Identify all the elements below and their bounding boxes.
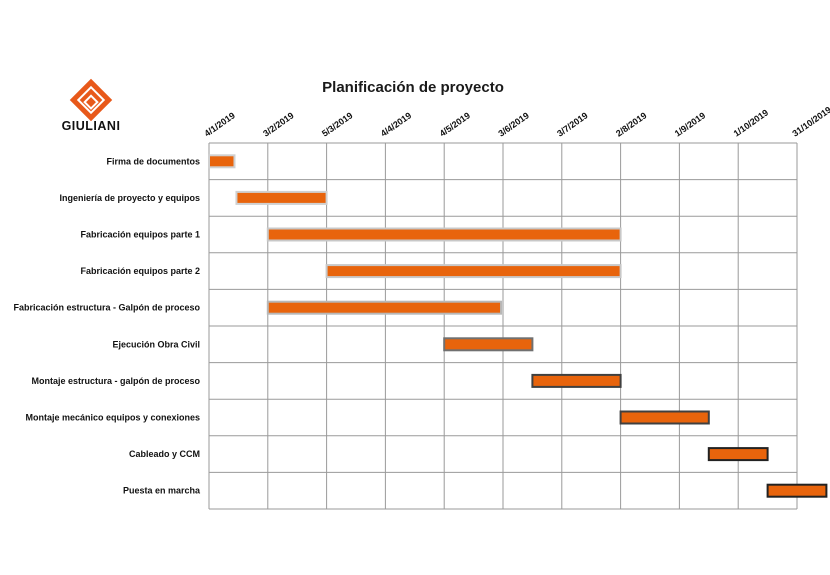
- x-tick-label: 4/5/2019: [438, 110, 472, 138]
- task-label: Firma de documentos: [106, 156, 200, 166]
- giuliani-logo: GIULIANI: [62, 78, 121, 133]
- x-tick-label: 1/9/2019: [673, 110, 707, 138]
- chart-title: Planificación de proyecto: [322, 79, 504, 96]
- x-tick-label: 31/10/2019: [790, 105, 830, 139]
- task-bar: [766, 483, 828, 498]
- logo-wordmark: GIULIANI: [62, 119, 121, 133]
- task-label: Fabricación equipos parte 2: [80, 266, 200, 276]
- x-tick-label: 4/1/2019: [202, 110, 236, 138]
- task-bars: [208, 154, 828, 498]
- x-tick-label: 1/10/2019: [732, 107, 771, 138]
- task-label: Fabricación estructura - Galpón de proce…: [13, 303, 200, 313]
- task-label: Ejecución Obra Civil: [112, 339, 200, 349]
- x-tick-label: 3/2/2019: [261, 110, 295, 138]
- task-bar: [619, 410, 710, 425]
- task-bar: [266, 300, 503, 315]
- x-tick-label: 3/6/2019: [496, 110, 530, 138]
- task-bar: [531, 373, 622, 388]
- x-axis-ticks: 4/1/2019 3/2/2019 5/3/2019 4/4/2019 4/5/2019…: [202, 105, 830, 139]
- task-label: Puesta en marcha: [123, 486, 201, 496]
- task-label: Cableado y CCM: [129, 449, 200, 459]
- task-bar: [266, 227, 622, 242]
- task-bar: [707, 447, 769, 462]
- task-labels: Firma de documentos Ingeniería de proyect…: [13, 156, 201, 495]
- task-bar: [325, 264, 622, 279]
- x-tick-label: 2/8/2019: [614, 110, 648, 138]
- task-label: Fabricación equipos parte 1: [80, 230, 200, 240]
- task-label: Montaje estructura - galpón de proceso: [31, 376, 200, 386]
- task-label: Ingeniería de proyecto y equipos: [59, 193, 200, 203]
- x-tick-label: 5/3/2019: [320, 110, 354, 138]
- diamond-logo-icon: [69, 78, 113, 122]
- x-tick-label: 3/7/2019: [555, 110, 589, 138]
- task-bar: [208, 154, 236, 169]
- task-bar: [443, 337, 534, 352]
- task-bar: [235, 190, 328, 205]
- x-tick-label: 4/4/2019: [379, 110, 413, 138]
- task-label: Montaje mecánico equipos y conexiones: [25, 413, 200, 423]
